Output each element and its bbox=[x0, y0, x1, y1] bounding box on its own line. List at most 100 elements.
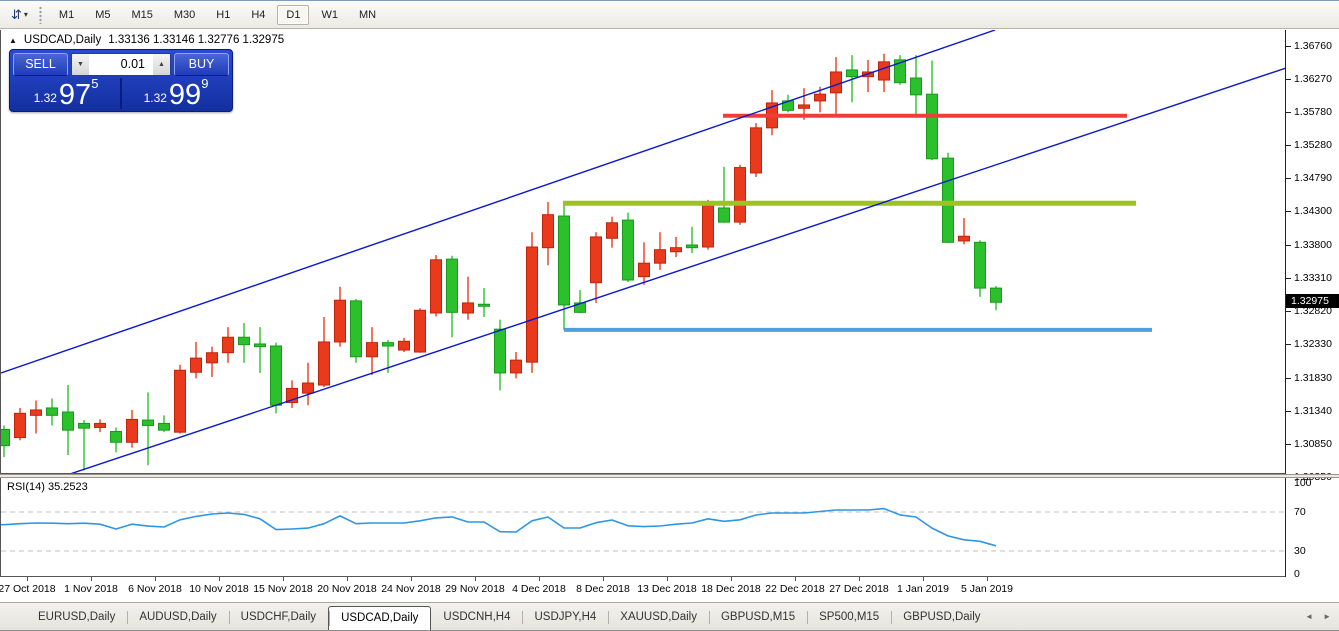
price-chart-canvas[interactable]: ▲ USDCAD,Daily 1.33136 1.33146 1.32776 1… bbox=[0, 30, 1285, 474]
price-tick-mark bbox=[1286, 178, 1291, 180]
tab-scroll-left-icon[interactable]: ◄ bbox=[1305, 612, 1314, 621]
timeframe-button-d1[interactable]: D1 bbox=[277, 4, 310, 25]
price-tick-mark bbox=[1286, 78, 1291, 80]
price-divider bbox=[120, 78, 122, 109]
date-tick-mark bbox=[539, 577, 540, 581]
date-axis-label: 10 Nov 2018 bbox=[189, 583, 249, 595]
date-axis-label: 8 Dec 2018 bbox=[576, 583, 630, 595]
rsi-chart bbox=[1, 507, 1286, 552]
price-axis-label: 1.34790 bbox=[1294, 172, 1332, 185]
chart-tab-usdcnh-h4[interactable]: USDCNH,H4 bbox=[443, 611, 511, 623]
timeframe-button-mn[interactable]: MN bbox=[358, 8, 377, 21]
chart-tab-gbpusd-m15[interactable]: GBPUSD,M15 bbox=[708, 607, 807, 628]
volume-down-button[interactable]: ▼ bbox=[72, 54, 89, 75]
timeframe-button-m5[interactable]: M5 bbox=[95, 8, 111, 21]
date-tick-mark bbox=[91, 577, 92, 581]
chart-tab-eurusd-daily[interactable]: EURUSD,Daily bbox=[38, 611, 116, 623]
price-axis-label: 1.30850 bbox=[1294, 437, 1332, 450]
buy-price-sup: 9 bbox=[201, 76, 209, 91]
rsi-scale-label: 70 bbox=[1294, 506, 1306, 518]
price-axis-label: 1.32330 bbox=[1294, 337, 1332, 350]
one-click-trading-panel: SELL ▼ 0.01 ▲ BUY 1.32 97 5 1.32 99 bbox=[9, 49, 233, 112]
chart-period-icon: ⇵ bbox=[11, 7, 22, 22]
sell-price-display[interactable]: 1.32 97 5 bbox=[13, 76, 119, 111]
price-axis[interactable]: 1.36760 1.36270 1.35780 1.35280 1.34790 1.343… bbox=[1285, 30, 1339, 580]
rsi-indicator-label: RSI(14) 35.2523 bbox=[7, 481, 88, 493]
date-axis-label: 27 Oct 2018 bbox=[0, 583, 56, 595]
date-tick-mark bbox=[27, 577, 28, 581]
chart-tab-sp500-m15[interactable]: SP500,M15 bbox=[807, 607, 891, 628]
chart-tab-audusd-daily[interactable]: AUDUSD,Daily bbox=[127, 607, 228, 628]
rsi-scale-label: 100 bbox=[1294, 477, 1312, 489]
tab-scroll-controls: ◄ ► bbox=[1305, 612, 1331, 621]
price-axis-label: 1.33800 bbox=[1294, 238, 1332, 251]
rsi-scale-label: 30 bbox=[1294, 545, 1306, 557]
chart-tab-usdjpy-h4[interactable]: USDJPY,H4 bbox=[522, 607, 608, 628]
date-tick-mark bbox=[603, 577, 604, 581]
buy-price-display[interactable]: 1.32 99 9 bbox=[123, 76, 229, 111]
date-axis-label: 13 Dec 2018 bbox=[637, 583, 697, 595]
price-axis-label: 1.36270 bbox=[1294, 72, 1332, 85]
timeframe-button-w1[interactable]: W1 bbox=[321, 8, 338, 21]
price-axis-label: 1.32820 bbox=[1294, 304, 1332, 317]
price-tick-mark bbox=[1286, 377, 1291, 379]
current-price-badge: 1.32975 bbox=[1286, 293, 1339, 308]
panel-splitter[interactable] bbox=[0, 474, 1339, 478]
date-tick-mark bbox=[731, 577, 732, 581]
sell-price-sup: 5 bbox=[91, 76, 99, 91]
period-selector-button[interactable]: ⇵ ▾ bbox=[6, 6, 33, 23]
buy-price-big: 99 bbox=[168, 79, 202, 111]
time-axis[interactable]: 27 Oct 2018 1 Nov 2018 6 Nov 2018 10 Nov 20… bbox=[0, 577, 1339, 602]
chart-tab-bar: EURUSD,Daily AUDUSD,Daily USDCHF,Daily USDC… bbox=[0, 602, 1339, 631]
timeframe-button-h4[interactable]: H4 bbox=[251, 8, 266, 21]
toolbar-grip[interactable] bbox=[37, 5, 43, 24]
price-axis-label: 1.31830 bbox=[1294, 371, 1332, 384]
timeframe-button-m30[interactable]: M30 bbox=[173, 8, 196, 21]
chart-tab-usdcad-daily[interactable]: USDCAD,Daily bbox=[328, 606, 432, 630]
tab-scroll-right-icon[interactable]: ► bbox=[1323, 612, 1331, 621]
timeframe-buttons: M1 M5 M15 M30 H1 H4 D1 W1 MN bbox=[50, 4, 385, 25]
timeframe-button-m1[interactable]: M1 bbox=[58, 8, 75, 21]
price-tick-mark bbox=[1286, 211, 1291, 213]
date-tick-mark bbox=[411, 577, 412, 581]
timeframe-button-h1[interactable]: H1 bbox=[216, 8, 231, 21]
chart-tab-gbpusd-daily[interactable]: GBPUSD,Daily bbox=[891, 607, 992, 628]
sell-button[interactable]: SELL bbox=[13, 53, 68, 76]
date-axis-label: 1 Nov 2018 bbox=[64, 583, 118, 595]
price-tick-mark bbox=[1286, 443, 1291, 445]
date-axis-label: 22 Dec 2018 bbox=[765, 583, 825, 595]
timeframe-button-m15[interactable]: M15 bbox=[131, 8, 153, 21]
volume-input[interactable]: 0.01 bbox=[89, 54, 153, 75]
ohlc-values: 1.33136 1.33146 1.32776 1.32975 bbox=[108, 34, 285, 46]
buy-button[interactable]: BUY bbox=[174, 53, 229, 76]
price-axis-label: 1.36760 bbox=[1294, 39, 1332, 52]
date-axis-label: 6 Nov 2018 bbox=[128, 583, 182, 595]
price-axis-label: 1.31340 bbox=[1294, 404, 1332, 417]
volume-control: ▼ 0.01 ▲ bbox=[71, 53, 171, 76]
date-axis-label: 15 Nov 2018 bbox=[253, 583, 313, 595]
timeframes-toolbar: ⇵ ▾ M1 M5 M15 M30 H1 H4 D1 W1 MN bbox=[0, 0, 1339, 29]
date-tick-mark bbox=[795, 577, 796, 581]
date-axis-label: 5 Jan 2019 bbox=[961, 583, 1013, 595]
symbol-label: USDCAD,Daily bbox=[23, 34, 102, 46]
dropdown-caret-icon: ▾ bbox=[23, 10, 28, 19]
date-axis-label: 29 Nov 2018 bbox=[445, 583, 505, 595]
date-tick-mark bbox=[987, 577, 988, 581]
price-axis-label: 1.34300 bbox=[1294, 205, 1332, 218]
chart-tab-xauusd-daily[interactable]: XAUUSD,Daily bbox=[608, 607, 709, 628]
rsi-panel[interactable]: RSI(14) 35.2523 bbox=[0, 478, 1286, 577]
sell-price-big: 97 bbox=[58, 79, 92, 111]
date-tick-mark bbox=[219, 577, 220, 581]
rsi-scale-label: 0 bbox=[1294, 568, 1300, 580]
date-axis-label: 27 Dec 2018 bbox=[829, 583, 889, 595]
date-tick-mark bbox=[859, 577, 860, 581]
volume-up-button[interactable]: ▲ bbox=[153, 54, 170, 75]
collapse-panel-icon[interactable]: ▲ bbox=[9, 36, 17, 45]
price-tick-mark bbox=[1286, 310, 1291, 312]
date-tick-mark bbox=[475, 577, 476, 581]
chart-tab-usdchf-daily[interactable]: USDCHF,Daily bbox=[228, 607, 328, 628]
price-tick-mark bbox=[1286, 277, 1291, 279]
date-tick-mark bbox=[283, 577, 284, 581]
candlestick-chart bbox=[1, 30, 1285, 473]
price-axis-label: 1.35780 bbox=[1294, 105, 1332, 118]
